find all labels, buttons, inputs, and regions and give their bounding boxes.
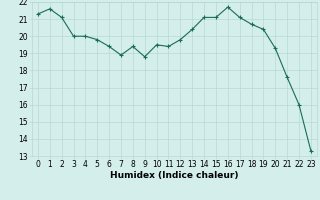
X-axis label: Humidex (Indice chaleur): Humidex (Indice chaleur)	[110, 171, 239, 180]
